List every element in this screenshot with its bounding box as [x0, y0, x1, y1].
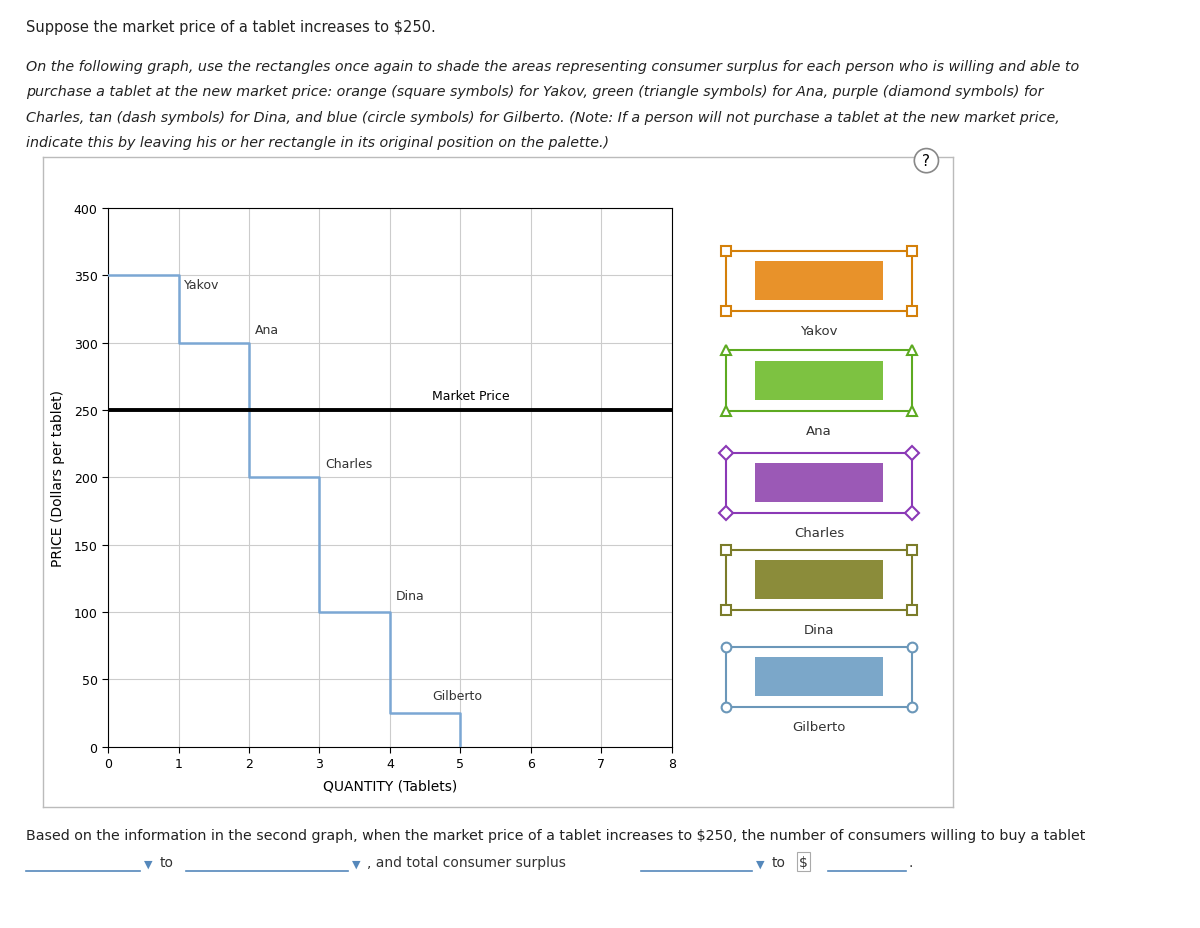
Bar — [726, 351, 912, 411]
Text: Charles: Charles — [794, 527, 844, 540]
Text: Dina: Dina — [396, 590, 425, 603]
Text: Based on the information in the second graph, when the market price of a tablet : Based on the information in the second g… — [26, 828, 1086, 842]
Text: purchase a tablet at the new market price: orange (square symbols) for Yakov, gr: purchase a tablet at the new market pric… — [26, 85, 1044, 99]
Text: ▼: ▼ — [352, 858, 360, 869]
Text: to: to — [772, 855, 786, 869]
Bar — [726, 550, 912, 611]
Bar — [755, 262, 883, 301]
Text: ?: ? — [923, 154, 930, 169]
Text: Ana: Ana — [254, 324, 278, 336]
Text: ▼: ▼ — [756, 858, 764, 869]
Text: , and total consumer surplus: , and total consumer surplus — [367, 855, 566, 869]
Text: On the following graph, use the rectangles once again to shade the areas represe: On the following graph, use the rectangl… — [26, 60, 1080, 74]
Text: Gilberto: Gilberto — [432, 690, 482, 702]
Text: Yakov: Yakov — [800, 325, 838, 338]
Text: to: to — [160, 855, 174, 869]
Text: Ana: Ana — [806, 425, 832, 438]
Text: Suppose the market price of a tablet increases to $250.: Suppose the market price of a tablet inc… — [26, 20, 436, 35]
Bar — [726, 647, 912, 707]
Text: ▼: ▼ — [144, 858, 152, 869]
X-axis label: QUANTITY (Tablets): QUANTITY (Tablets) — [323, 779, 457, 793]
Text: .: . — [908, 855, 913, 869]
Y-axis label: PRICE (Dollars per tablet): PRICE (Dollars per tablet) — [52, 390, 65, 566]
Text: $: $ — [799, 855, 808, 869]
Bar — [755, 362, 883, 400]
Text: Charles, tan (dash symbols) for Dina, and blue (circle symbols) for Gilberto. (N: Charles, tan (dash symbols) for Dina, an… — [26, 110, 1060, 124]
Text: Dina: Dina — [804, 624, 834, 637]
Bar — [755, 464, 883, 503]
Text: Gilberto: Gilberto — [792, 721, 846, 734]
Text: Market Price: Market Price — [432, 390, 510, 403]
Bar — [726, 453, 912, 513]
Text: Charles: Charles — [325, 458, 372, 470]
Bar — [755, 658, 883, 696]
Text: Yakov: Yakov — [184, 279, 220, 292]
Bar — [726, 251, 912, 312]
Bar — [755, 561, 883, 599]
Text: indicate this by leaving his or her rectangle in its original position on the pa: indicate this by leaving his or her rect… — [26, 135, 610, 149]
